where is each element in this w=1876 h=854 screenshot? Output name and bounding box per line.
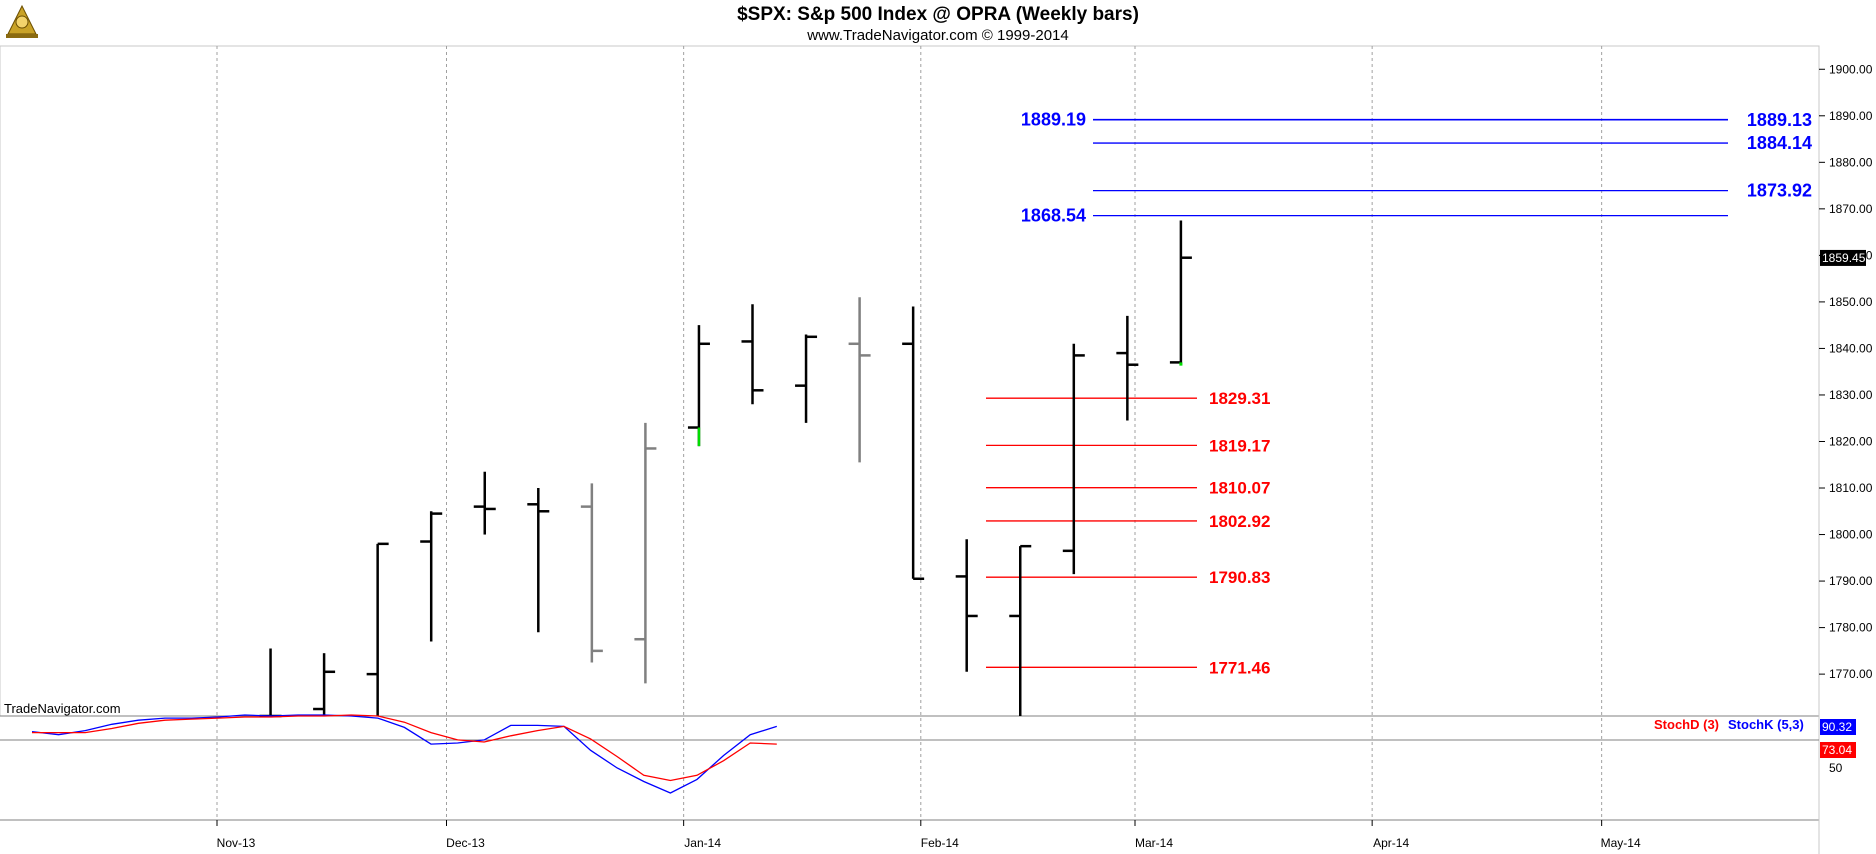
ohlc-bar: [634, 422, 657, 684]
level-label: 1819.17: [1209, 436, 1270, 455]
level-label: 1873.92: [1747, 181, 1812, 201]
ohlc-bar: [1169, 220, 1192, 365]
y-tick-label: 1800.00: [1829, 528, 1873, 542]
ohlc-bar: [420, 511, 443, 642]
price-panel-frame: [0, 45, 1820, 717]
level-label: 1802.92: [1209, 512, 1270, 531]
ohlc-bar: [795, 334, 818, 423]
ohlc-bar: [366, 542, 389, 716]
ohlc-bar: [741, 304, 764, 405]
x-tick-label: May-14: [1601, 836, 1641, 850]
level-label: 1868.54: [1021, 206, 1086, 226]
chart-title: $SPX: S&p 500 Index @ OPRA (Weekly bars): [737, 4, 1139, 25]
ohlc-bar: [259, 648, 282, 718]
y-tick-label: 1810.00: [1829, 481, 1873, 495]
ohlc-bar: [687, 325, 710, 447]
trade-navigator-logo-icon: [4, 4, 40, 40]
y-axis: 1770.00 1780.00 1790.00 1800.00 1810.00 1820.…: [1819, 62, 1873, 681]
y-tick-label: 1780.00: [1829, 621, 1873, 635]
x-tick-label: Apr-14: [1373, 836, 1409, 850]
ohlc-bar: [313, 653, 336, 716]
y-tick-label: 1890.00: [1829, 109, 1873, 123]
stoch-last-label: 73.04: [1822, 743, 1852, 757]
logo: [4, 4, 40, 40]
ohlc-bar: [848, 297, 871, 463]
levels: 1889.19 1889.13 1884.14 1873.92 1868.54 1829.…: [986, 110, 1812, 677]
level-label: 1790.83: [1209, 568, 1270, 587]
watermark: TradeNavigator.com: [4, 701, 121, 716]
stoch-last-marker: [1820, 719, 1856, 735]
y-tick-label: 1850.00: [1829, 295, 1873, 309]
x-tick-label: Dec-13: [446, 836, 485, 850]
chart-subtitle: www.TradeNavigator.com © 1999-2014: [806, 27, 1068, 44]
y-tick-label: 1830.00: [1829, 388, 1873, 402]
y-tick-label: 1790.00: [1829, 574, 1873, 588]
level-label: 1810.07: [1209, 479, 1270, 498]
y-tick-label: 1840.00: [1829, 341, 1873, 355]
y-tick-label: 1870.00: [1829, 202, 1873, 216]
ohlc-bar: [527, 488, 550, 633]
ohlc-bar: [902, 306, 925, 580]
stoch-legend-k: StochK (5,3): [1728, 717, 1804, 732]
x-tick-label: Mar-14: [1135, 836, 1173, 850]
y-tick-label: 1880.00: [1829, 155, 1873, 169]
x-tick-label: Feb-14: [921, 836, 959, 850]
ohlc-bar: [1062, 343, 1085, 575]
stochastic-panel: 50 90.32 73.04 StochD (3) StochK (5,3): [0, 714, 1856, 794]
ohlc-bars: [259, 220, 1192, 718]
y-tick-label: 1770.00: [1829, 667, 1873, 681]
x-tick-label: Jan-14: [684, 836, 721, 850]
last-price-label: 1859.45: [1822, 251, 1866, 265]
x-axis: Nov-13 Dec-13 Jan-14 Feb-14 Mar-14 Apr-14 May-…: [216, 820, 1641, 850]
ohlc-bar: [580, 483, 603, 663]
level-label: 1884.14: [1747, 133, 1812, 153]
last-price-marker: [1820, 249, 1866, 266]
level-label: 1889.19: [1021, 110, 1086, 130]
level-label: 1889.13: [1747, 110, 1812, 130]
level-label: 1829.31: [1209, 389, 1270, 408]
y-tick-label: 1900.00: [1829, 62, 1873, 76]
grid: [216, 46, 1603, 820]
ohlc-bar: [1009, 544, 1032, 716]
ohlc-bar: [1116, 315, 1139, 421]
stoch-legend-d: StochD (3): [1654, 717, 1719, 732]
ohlc-bar: [955, 539, 978, 672]
stoch-y-tick-label: 50: [1829, 761, 1843, 775]
stoch-last-marker: [1820, 742, 1856, 758]
y-tick-label: 1820.00: [1829, 434, 1873, 448]
ohlc-bar: [473, 471, 496, 535]
stoch-last-label: 90.32: [1822, 720, 1852, 734]
stoch-line: [32, 714, 777, 782]
stoch-line: [31, 714, 777, 794]
level-label: 1771.46: [1209, 658, 1270, 677]
x-tick-label: Nov-13: [217, 836, 256, 850]
